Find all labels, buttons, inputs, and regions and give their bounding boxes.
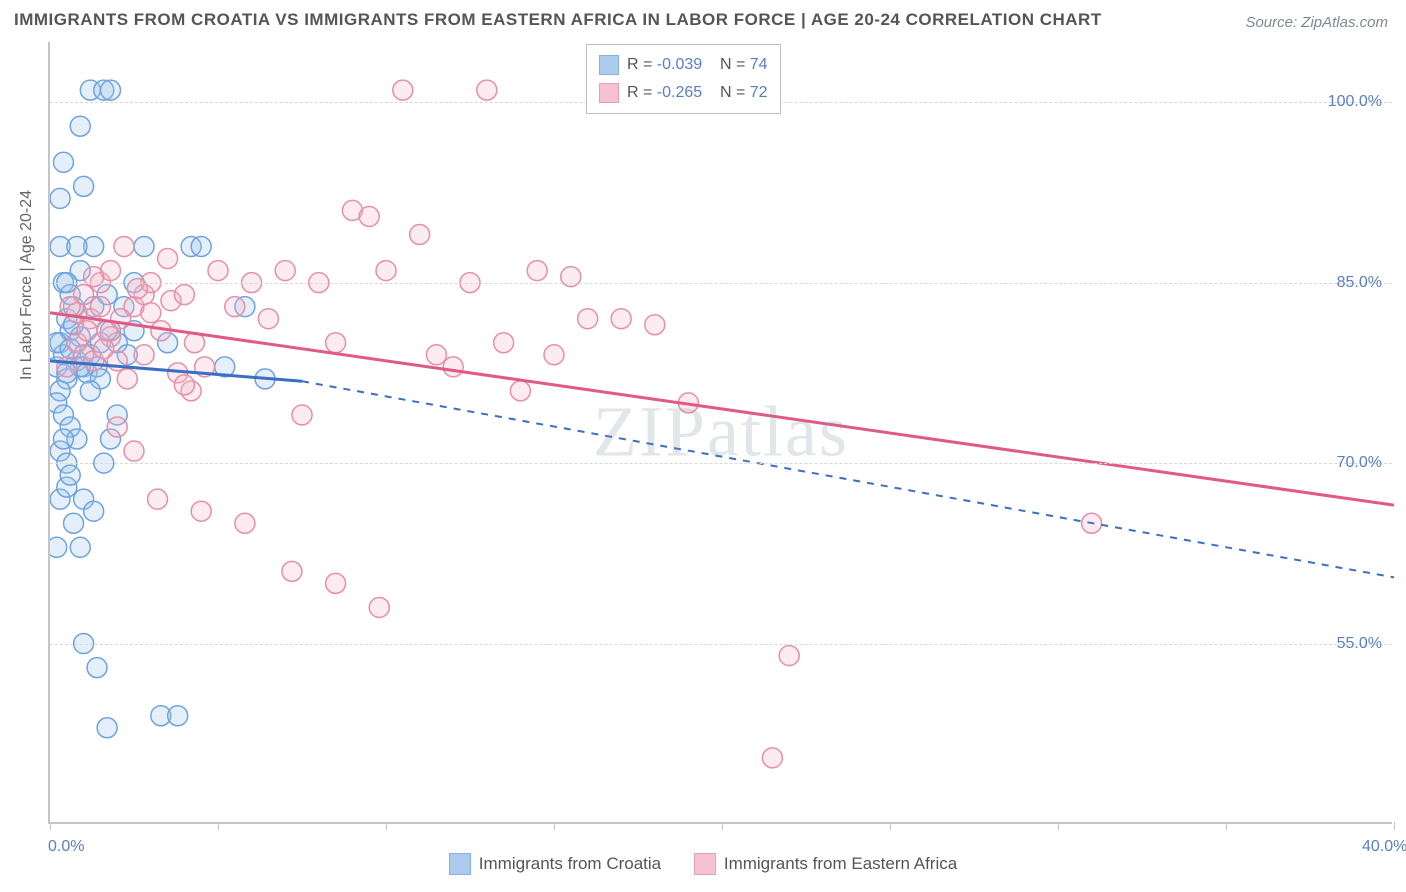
y-axis-title: In Labor Force | Age 20-24 (18, 190, 36, 380)
legend-label-eastern-africa: Immigrants from Eastern Africa (724, 854, 957, 874)
legend-swatch-icon (694, 853, 716, 875)
x-tick-label: 0.0% (48, 838, 84, 856)
r-label: R = (627, 84, 652, 101)
y-tick-label: 55.0% (1337, 635, 1382, 653)
y-tick-label: 100.0% (1328, 93, 1382, 111)
r-value-eastern-africa: -0.265 (657, 84, 702, 101)
y-tick-label: 70.0% (1337, 454, 1382, 472)
legend-label-croatia: Immigrants from Croatia (479, 854, 661, 874)
legend-swatch-croatia (599, 55, 619, 75)
legend-text-croatia: R = -0.039 N = 74 (627, 51, 768, 79)
legend-row-eastern-africa: R = -0.265 N = 72 (599, 79, 768, 107)
n-value-eastern-africa: 72 (750, 84, 768, 101)
source-label: Source: ZipAtlas.com (1245, 14, 1388, 31)
legend-row-croatia: R = -0.039 N = 74 (599, 51, 768, 79)
r-label: R = (627, 56, 652, 73)
legend-item-croatia: Immigrants from Croatia (449, 853, 661, 875)
correlation-legend: R = -0.039 N = 74 R = -0.265 N = 72 (586, 44, 781, 114)
plot-area: ZIPatlas 55.0%70.0%85.0%100.0% (48, 42, 1392, 824)
n-label: N = (720, 84, 745, 101)
r-value-croatia: -0.039 (657, 56, 702, 73)
series-legend: Immigrants from Croatia Immigrants from … (0, 853, 1406, 880)
legend-item-eastern-africa: Immigrants from Eastern Africa (694, 853, 957, 875)
x-tick-label: 40.0% (1362, 838, 1406, 856)
legend-text-eastern-africa: R = -0.265 N = 72 (627, 79, 768, 107)
n-value-croatia: 74 (750, 56, 768, 73)
y-tick-label: 85.0% (1337, 274, 1382, 292)
n-label: N = (720, 56, 745, 73)
legend-swatch-eastern-africa (599, 83, 619, 103)
legend-swatch-icon (449, 853, 471, 875)
chart-title: IMMIGRANTS FROM CROATIA VS IMMIGRANTS FR… (14, 10, 1102, 30)
scatter-plot-svg (50, 42, 1394, 824)
